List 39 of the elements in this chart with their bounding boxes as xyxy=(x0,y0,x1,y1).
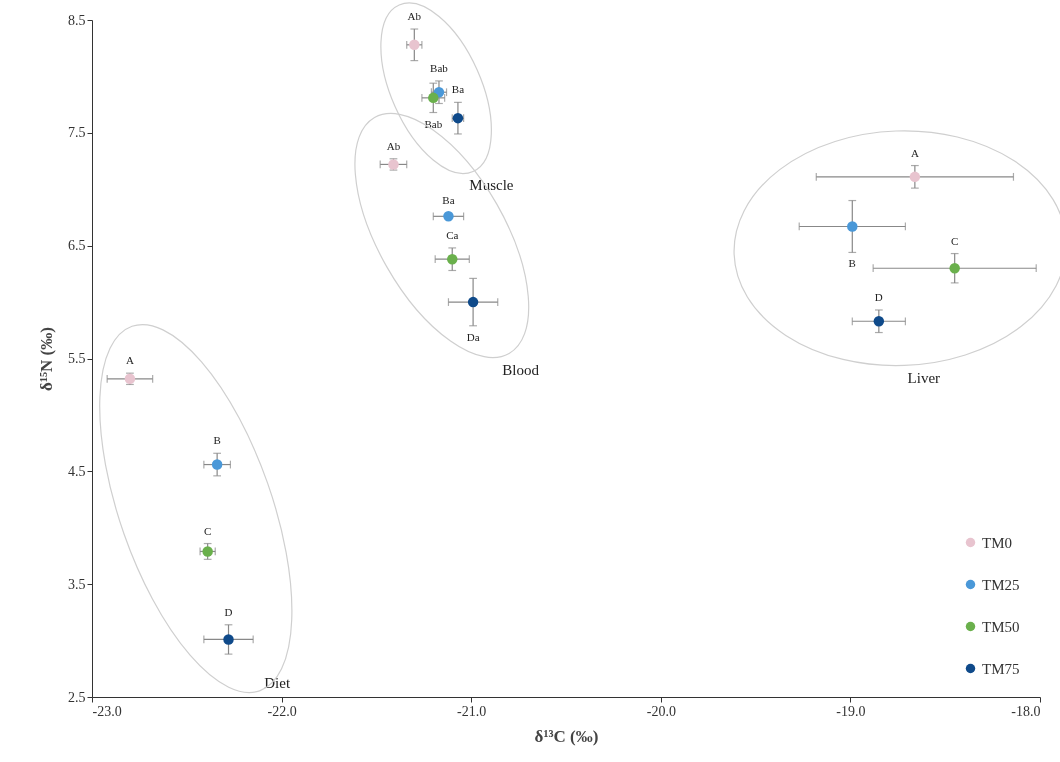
x-axis-title: δ¹³C (‰) xyxy=(534,726,599,746)
annotation: B xyxy=(213,434,221,447)
annotation: Da xyxy=(466,330,480,343)
y-tick-label: 7.5 xyxy=(68,125,86,141)
annotation: C xyxy=(951,234,959,247)
x-tick-label: -21.0 xyxy=(457,703,487,719)
x-tick-label: -23.0 xyxy=(92,703,122,719)
y-tick-label: 4.5 xyxy=(68,463,86,479)
x-tick-label: -18.0 xyxy=(1011,703,1041,719)
annotation: C xyxy=(203,524,212,537)
annotation: A xyxy=(910,146,919,159)
y-tick-label: 3.5 xyxy=(68,576,86,592)
y-tick-label: 6.5 xyxy=(68,238,86,254)
annotation: D xyxy=(224,605,233,618)
x-tick-label: -20.0 xyxy=(646,703,676,719)
annotation: D xyxy=(874,290,883,303)
annotation: Ab xyxy=(407,10,422,23)
legend-label: TM50 xyxy=(982,618,1020,635)
annotation: Ba xyxy=(451,83,465,96)
annotation: Ba xyxy=(442,194,455,207)
legend-label: TM0 xyxy=(982,534,1012,551)
x-tick-label: -22.0 xyxy=(267,703,297,719)
y-tick-label: 5.5 xyxy=(68,351,86,366)
annotation: Diet xyxy=(264,675,291,691)
annotation: Muscle xyxy=(469,177,514,194)
annotation: Bab xyxy=(424,117,443,130)
legend-label: TM25 xyxy=(982,576,1020,593)
y-tick-label: 2.5 xyxy=(68,689,86,705)
annotation: Liver xyxy=(907,369,941,386)
annotation: Blood xyxy=(502,361,540,378)
annotation: A xyxy=(125,354,134,367)
annotation: Ca xyxy=(446,228,459,241)
y-axis-title: δ¹⁵N (‰) xyxy=(37,327,56,391)
legend-label: TM75 xyxy=(982,660,1020,677)
annotation: Ab xyxy=(386,139,401,152)
annotation: B xyxy=(848,257,856,270)
annotation: Bab xyxy=(430,61,449,74)
x-tick-label: -19.0 xyxy=(836,703,866,719)
y-tick-label: 8.5 xyxy=(68,12,86,28)
